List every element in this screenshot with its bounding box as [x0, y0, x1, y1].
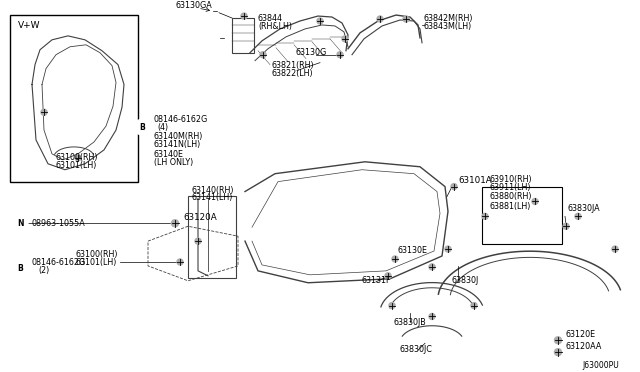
Text: 63101(LH): 63101(LH): [75, 258, 116, 267]
Text: 63140E: 63140E: [154, 150, 184, 159]
Circle shape: [385, 273, 391, 279]
Circle shape: [377, 16, 383, 22]
Text: 63130E: 63130E: [398, 246, 428, 255]
Circle shape: [134, 119, 150, 135]
Circle shape: [260, 52, 266, 58]
Text: 63842M(RH): 63842M(RH): [424, 14, 474, 23]
Text: 63830J: 63830J: [452, 276, 479, 285]
Text: 63843M(LH): 63843M(LH): [424, 22, 472, 31]
Bar: [10, 15, 138, 182]
Circle shape: [172, 220, 179, 227]
Text: 63822(LH): 63822(LH): [272, 68, 314, 77]
Circle shape: [389, 302, 395, 308]
Circle shape: [392, 256, 398, 262]
Text: J63000PU: J63000PU: [582, 361, 619, 370]
Text: 63130G: 63130G: [295, 48, 326, 57]
Text: B: B: [17, 264, 23, 273]
Text: (2): (2): [38, 266, 49, 275]
Circle shape: [554, 337, 561, 344]
Circle shape: [445, 246, 451, 252]
Circle shape: [429, 264, 435, 270]
Circle shape: [211, 7, 218, 15]
Text: 08146-6162G: 08146-6162G: [154, 115, 208, 124]
Text: 63830JB: 63830JB: [393, 318, 426, 327]
Circle shape: [317, 18, 323, 24]
Text: 63910(RH): 63910(RH): [490, 174, 532, 184]
Text: 63140M(RH): 63140M(RH): [154, 132, 204, 141]
Text: 63830JC: 63830JC: [400, 345, 433, 354]
Text: 63911(LH): 63911(LH): [490, 183, 531, 192]
Bar: [232, 18, 254, 53]
Circle shape: [75, 155, 81, 161]
Text: 63120E: 63120E: [566, 330, 596, 339]
Circle shape: [429, 314, 435, 320]
Text: 63120AA: 63120AA: [566, 342, 602, 351]
Text: 63120A: 63120A: [183, 213, 217, 222]
Circle shape: [482, 214, 488, 219]
Text: 08963-1055A: 08963-1055A: [31, 219, 84, 228]
Text: B: B: [139, 123, 145, 132]
Circle shape: [403, 16, 409, 22]
Circle shape: [218, 34, 225, 41]
Bar: [482, 187, 562, 244]
Text: 63830JA: 63830JA: [568, 204, 600, 214]
Circle shape: [241, 13, 247, 19]
Circle shape: [195, 238, 201, 244]
Text: 63100(RH): 63100(RH): [75, 250, 118, 259]
Text: (4): (4): [157, 123, 168, 132]
Text: 08146-6162G: 08146-6162G: [31, 258, 85, 267]
Text: 63140(RH): 63140(RH): [192, 186, 234, 195]
Text: 63880(RH): 63880(RH): [490, 192, 532, 202]
Circle shape: [575, 214, 581, 219]
Text: 63881(LH): 63881(LH): [490, 202, 531, 211]
Circle shape: [337, 52, 343, 58]
Circle shape: [554, 349, 561, 356]
Circle shape: [12, 261, 28, 277]
Text: 63101A: 63101A: [458, 176, 492, 185]
Circle shape: [563, 223, 569, 229]
Circle shape: [41, 109, 47, 115]
Text: 63821(RH): 63821(RH): [272, 61, 315, 70]
Circle shape: [451, 184, 457, 190]
Circle shape: [612, 246, 618, 252]
Text: V+W: V+W: [18, 21, 40, 30]
Text: 63141N(LH): 63141N(LH): [154, 140, 201, 149]
Text: N: N: [17, 219, 23, 228]
Circle shape: [532, 199, 538, 205]
Text: 63130GA: 63130GA: [175, 1, 212, 10]
Bar: [188, 196, 236, 278]
Text: 63101(LH): 63101(LH): [55, 161, 97, 170]
Circle shape: [177, 259, 183, 265]
Circle shape: [12, 215, 28, 231]
Text: 63100(RH): 63100(RH): [55, 153, 97, 162]
Text: 63141(LH): 63141(LH): [192, 193, 234, 202]
Circle shape: [471, 302, 477, 308]
Text: 63131F: 63131F: [362, 276, 392, 285]
Text: (LH ONLY): (LH ONLY): [154, 158, 193, 167]
Text: (RH&LH): (RH&LH): [258, 22, 292, 31]
Circle shape: [342, 36, 348, 42]
Text: 63844: 63844: [258, 14, 283, 23]
